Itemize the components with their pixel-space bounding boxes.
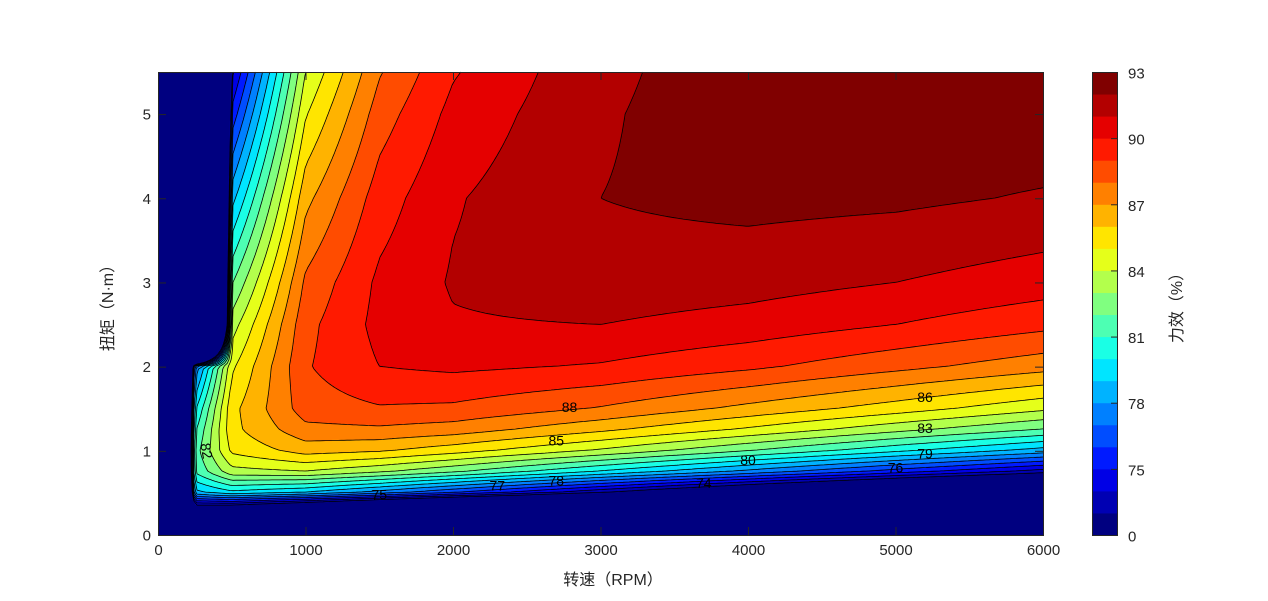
colorbar-band-91: [1092, 94, 1117, 117]
contour-line-89: [312, 71, 1044, 406]
colorbar-band-84: [1092, 248, 1117, 271]
contour-line-73: [190, 71, 1044, 506]
colorbar-tick-label: 81: [1128, 330, 1145, 347]
colorbar-band-89: [1092, 138, 1117, 161]
colorbar-label: 力效（%）: [1168, 265, 1186, 343]
contour-label-83: 83: [917, 420, 933, 436]
colorbar-band-87: [1092, 182, 1117, 205]
colorbar-tick-label: 90: [1128, 132, 1145, 149]
contour-line-79: [193, 71, 1044, 495]
contour-line-78: [192, 71, 1044, 497]
colorbar-band-82: [1092, 292, 1117, 316]
contour-line-90: [365, 71, 1043, 373]
contour-label-80: 80: [740, 452, 756, 468]
contour-line-74: [191, 71, 1044, 504]
contour-lines: [190, 71, 1044, 506]
contour-line-77: [192, 71, 1044, 499]
plot-frame: [158, 72, 1044, 536]
colorbar-band-92: [1092, 72, 1117, 95]
colorbar-band-78: [1092, 380, 1117, 404]
colorbar-band-83: [1092, 270, 1117, 293]
colorbar-band-75: [1092, 446, 1117, 470]
colorbar-band-79: [1092, 358, 1117, 382]
contour-label-82: 82: [197, 442, 215, 460]
contour-fill: [158, 72, 1043, 535]
x-tick-label: 5000: [879, 542, 912, 559]
x-tick-label: 2000: [437, 542, 470, 559]
x-tick-label: 4000: [732, 542, 765, 559]
colorbar-tick-label: 75: [1128, 462, 1145, 479]
y-axis: 0 1 2 3 4 5: [143, 107, 1043, 545]
colorbar-band-74: [1092, 468, 1117, 492]
contour-line-85: [226, 71, 1044, 463]
colorbar-tick-label: 93: [1128, 66, 1145, 83]
colorbar-tick-label: 84: [1128, 264, 1145, 281]
y-tick-label: 4: [143, 191, 151, 208]
colorbar-band-88: [1092, 160, 1117, 183]
contour-line-82: [199, 71, 1044, 481]
contour-label-77: 77: [489, 477, 505, 493]
colorbar-tick-label: 78: [1128, 396, 1145, 413]
colorbar-band-0: [1092, 512, 1117, 536]
y-tick-label: 2: [143, 359, 151, 376]
contour-labels: 88 85 86 83 80 79 78 77 76 75 74 82: [197, 389, 933, 503]
contour-line-83: [209, 71, 1044, 476]
contour-label-76: 76: [888, 460, 904, 476]
colorbar: [1092, 72, 1117, 536]
contour-line-86: [239, 71, 1044, 455]
x-tick-label: 3000: [584, 542, 617, 559]
colorbar-band-90: [1092, 116, 1117, 139]
contour-label-75: 75: [371, 487, 387, 503]
y-tick-label: 5: [143, 107, 151, 124]
contour-label-74: 74: [696, 475, 712, 491]
colorbar-band-85: [1092, 226, 1117, 249]
colorbar-band-81: [1092, 314, 1117, 338]
colorbar-tick-label: 0: [1128, 529, 1136, 546]
x-tick-label: 0: [154, 542, 162, 559]
x-axis: 0 1000 2000 3000 4000 5000 6000: [154, 72, 1060, 559]
contour-line-76: [192, 71, 1044, 500]
contour-label-79: 79: [917, 445, 933, 461]
colorbar-tick-label: 87: [1128, 198, 1145, 215]
y-axis-label: 扭矩（N·m）: [99, 257, 117, 351]
contour-line-81: [195, 72, 1044, 486]
contour-line-75: [191, 71, 1044, 502]
colorbar-band-77: [1092, 402, 1117, 426]
y-tick-label: 1: [143, 443, 151, 460]
contour-label-78: 78: [548, 472, 564, 488]
contour-line-80: [194, 71, 1044, 492]
contour-line-87: [265, 71, 1044, 442]
contour-label-85: 85: [548, 433, 564, 449]
colorbar-frame: [1092, 72, 1118, 536]
x-tick-label: 6000: [1027, 542, 1060, 559]
contour-label-88: 88: [562, 399, 578, 415]
y-tick-label: 0: [143, 528, 151, 545]
x-tick-label: 1000: [289, 542, 322, 559]
colorbar-band-80: [1092, 336, 1117, 360]
x-axis-label: 转速（RPM）: [563, 571, 663, 589]
contour-line-92: [601, 71, 1044, 227]
colorbar-band-86: [1092, 204, 1117, 227]
colorbar-ticks: 0 75 78 81 84 87 90 93: [1111, 66, 1145, 546]
contour-line-88: [289, 71, 1044, 427]
contour-line-91: [444, 71, 1044, 325]
colorbar-band-76: [1092, 424, 1117, 448]
colorbar-band-73: [1092, 490, 1117, 514]
contour-label-86: 86: [917, 389, 933, 405]
y-tick-label: 3: [143, 275, 151, 292]
